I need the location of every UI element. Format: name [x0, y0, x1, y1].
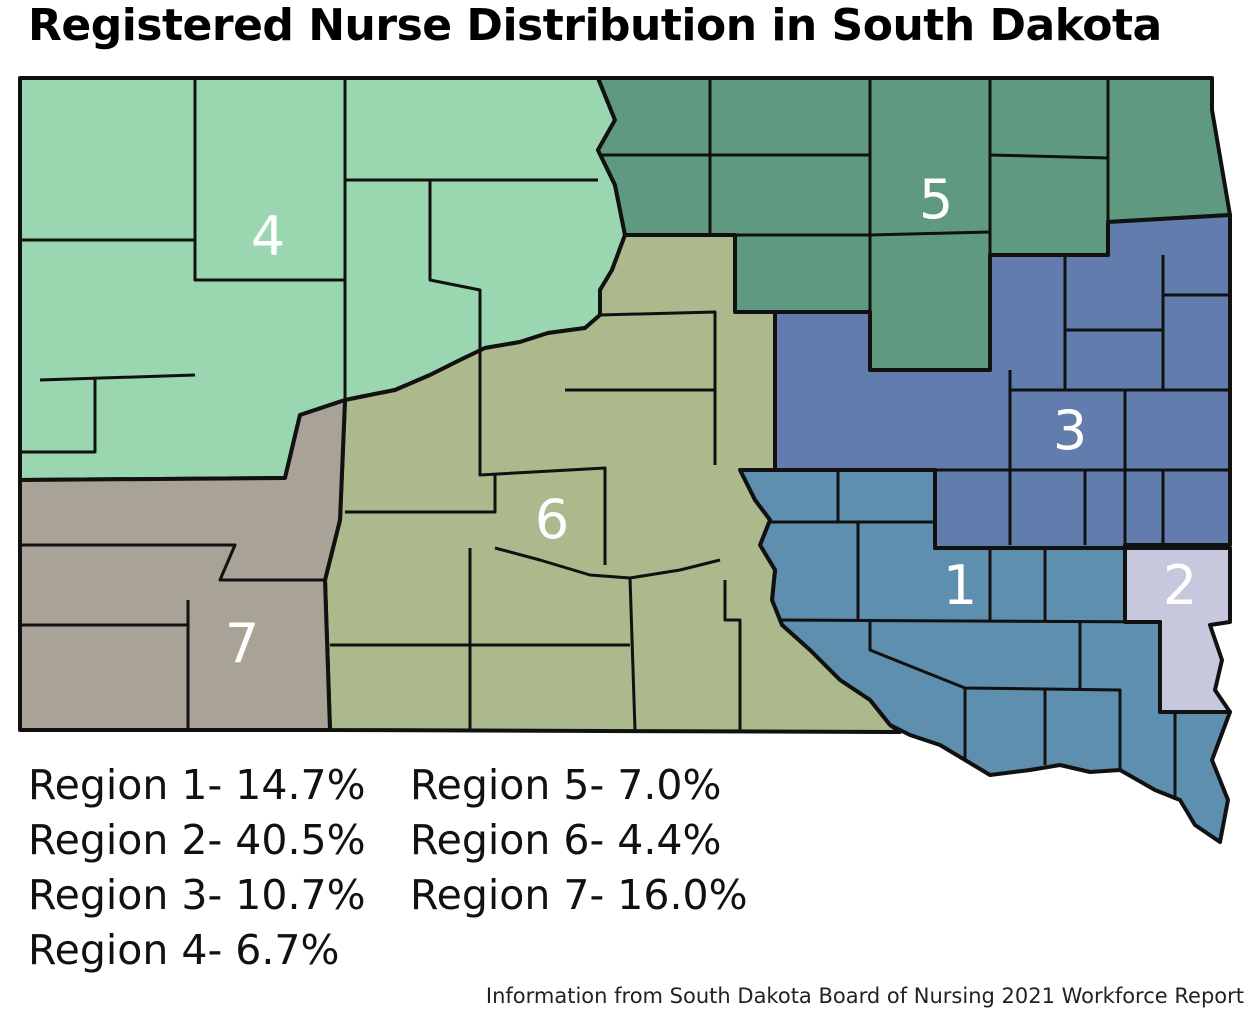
county-lines [20, 78, 1230, 800]
legend-region-6: Region 6- 4.4% [410, 816, 722, 864]
legend-region-1: Region 1- 14.7% [28, 761, 366, 809]
legend-region-4: Region 4- 6.7% [28, 926, 340, 974]
region-4-label: 4 [251, 205, 285, 268]
region-6-label: 6 [535, 488, 569, 551]
region-3-label: 3 [1053, 399, 1087, 462]
legend-region-2: Region 2- 40.5% [28, 816, 366, 864]
region-7-area [18, 398, 347, 732]
legend-region-3: Region 3- 10.7% [28, 871, 366, 919]
page-title: Registered Nurse Distribution in South D… [28, 0, 1162, 51]
legend-region-7: Region 7- 16.0% [410, 871, 748, 919]
region-legend: Region 1- 14.7% Region 5- 7.0% Region 2-… [28, 758, 770, 978]
legend-region-5: Region 5- 7.0% [410, 761, 722, 809]
region-5-label: 5 [919, 168, 953, 231]
region-7-label: 7 [225, 612, 259, 675]
region-2-label: 2 [1163, 554, 1197, 617]
source-note: Information from South Dakota Board of N… [485, 984, 1244, 1008]
region-1-label: 1 [943, 554, 977, 617]
